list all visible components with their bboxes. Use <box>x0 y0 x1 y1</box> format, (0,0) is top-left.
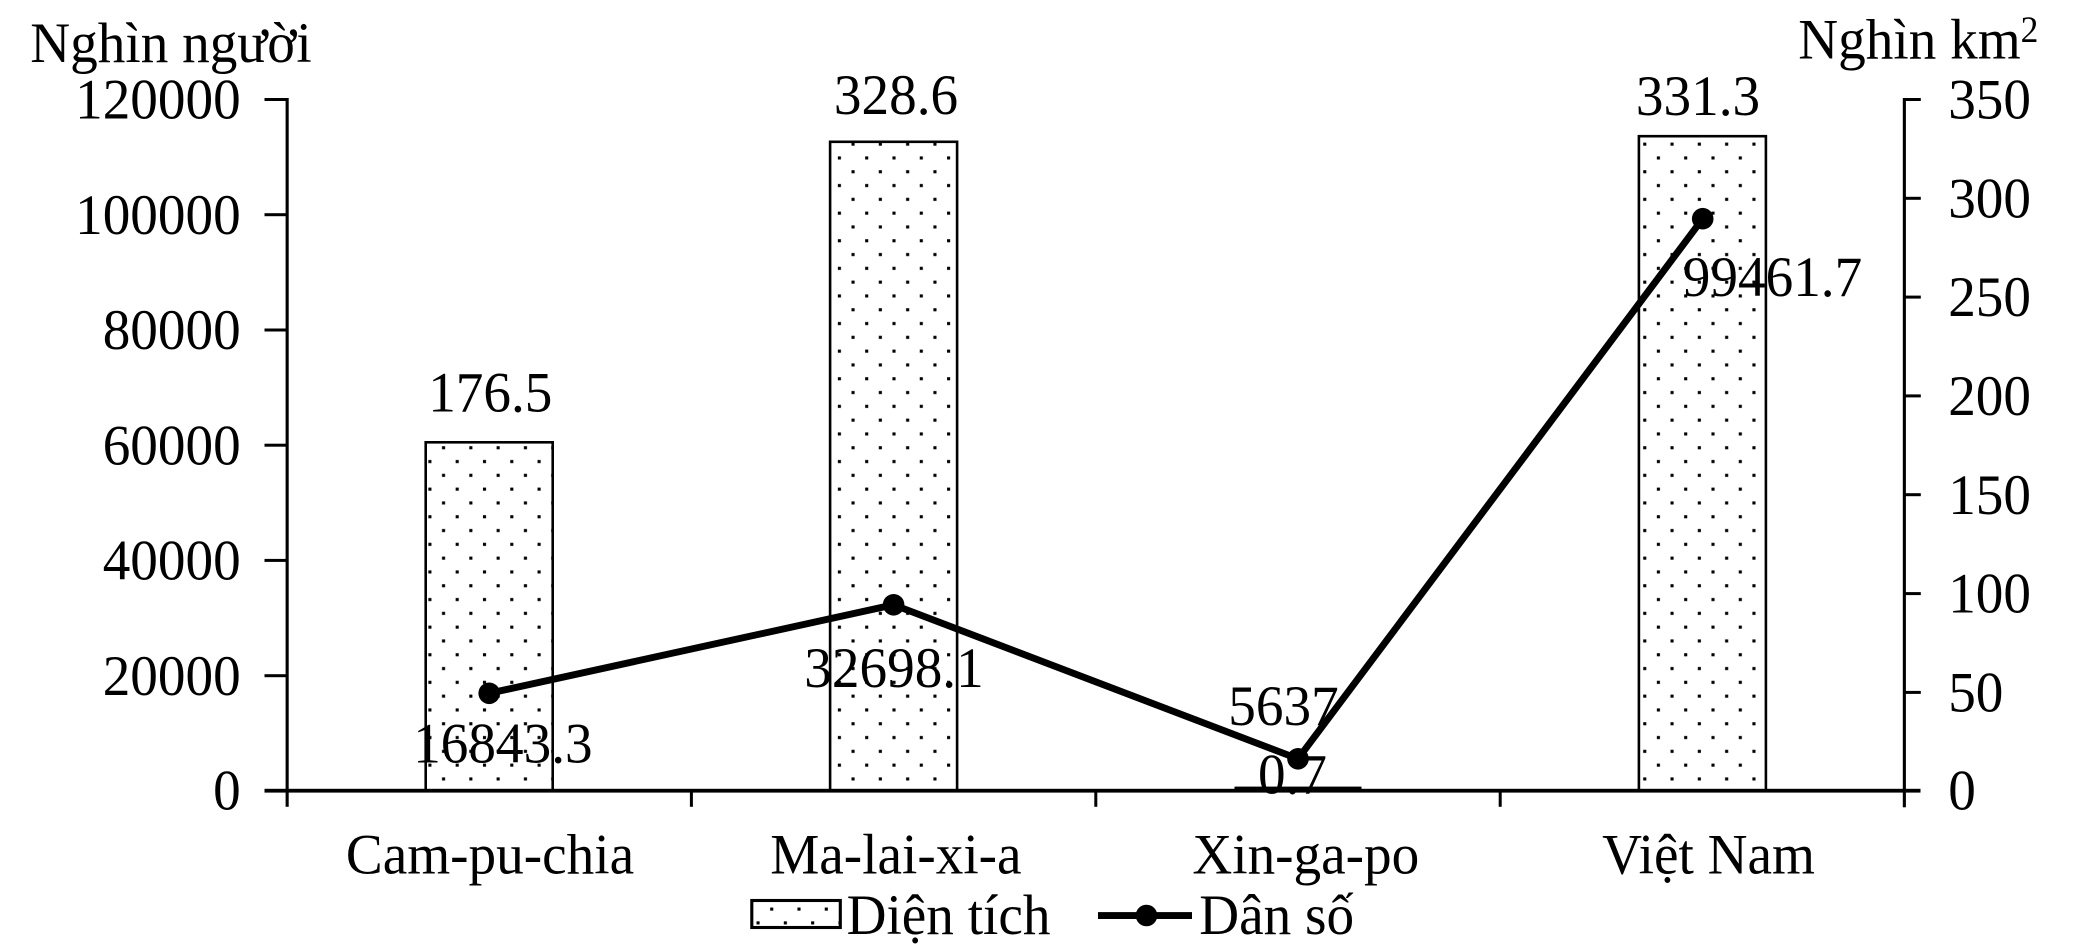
svg-text:60000: 60000 <box>103 414 241 477</box>
svg-text:100000: 100000 <box>75 184 241 247</box>
svg-text:99461.7: 99461.7 <box>1683 246 1862 309</box>
svg-text:50: 50 <box>1948 662 2003 725</box>
svg-text:Nghìn người: Nghìn người <box>30 12 311 75</box>
svg-text:Dân số: Dân số <box>1199 884 1354 947</box>
svg-text:Việt Nam: Việt Nam <box>1602 824 1815 887</box>
svg-text:40000: 40000 <box>103 530 241 593</box>
svg-text:150: 150 <box>1948 464 2031 527</box>
svg-text:Xin-ga-po: Xin-ga-po <box>1192 824 1419 887</box>
svg-text:32698.1: 32698.1 <box>804 637 983 700</box>
svg-text:331.3: 331.3 <box>1636 65 1760 128</box>
svg-text:176.5: 176.5 <box>428 362 552 425</box>
svg-text:5637: 5637 <box>1228 675 1338 738</box>
svg-text:Cam-pu-chia: Cam-pu-chia <box>346 824 634 887</box>
svg-text:Ma-lai-xi-a: Ma-lai-xi-a <box>770 824 1021 887</box>
svg-text:Nghìn km2: Nghìn km2 <box>1798 9 2038 72</box>
svg-text:200: 200 <box>1948 365 2031 428</box>
svg-text:0: 0 <box>1948 760 1976 823</box>
svg-text:300: 300 <box>1948 167 2031 230</box>
svg-text:16843.3: 16843.3 <box>413 713 592 776</box>
svg-text:350: 350 <box>1948 69 2031 132</box>
svg-text:Diện tích: Diện tích <box>847 884 1051 947</box>
svg-text:0.7: 0.7 <box>1258 744 1327 807</box>
svg-text:328.6: 328.6 <box>834 64 958 127</box>
svg-text:0: 0 <box>213 760 241 823</box>
svg-text:120000: 120000 <box>75 69 241 132</box>
svg-text:100: 100 <box>1948 563 2031 626</box>
svg-text:250: 250 <box>1948 266 2031 329</box>
svg-text:80000: 80000 <box>103 299 241 362</box>
svg-text:20000: 20000 <box>103 645 241 708</box>
